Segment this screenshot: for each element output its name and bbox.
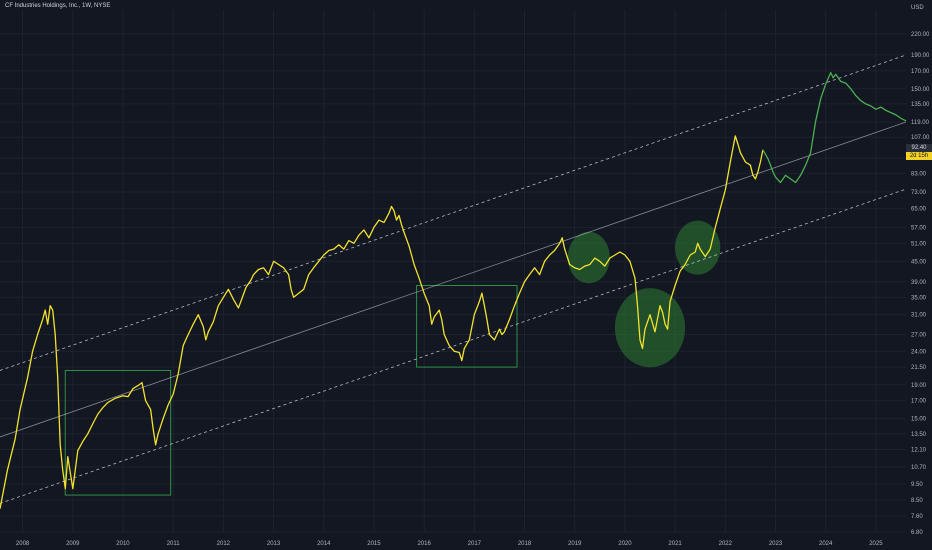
y-tick-label: 170.00 <box>911 69 930 75</box>
y-tick-label: 65.00 <box>911 207 927 213</box>
x-tick-label: 2013 <box>267 541 281 547</box>
x-tick-label: 2020 <box>618 541 632 547</box>
recent-line <box>762 71 907 184</box>
y-tick-label: 45.00 <box>911 259 927 265</box>
y-tick-label: 135.00 <box>911 102 930 108</box>
y-tick-label: 17.00 <box>911 399 927 405</box>
channel-line-middle <box>0 121 907 438</box>
x-tick-label: 2009 <box>66 541 80 547</box>
y-tick-label: 31.00 <box>911 313 927 319</box>
x-tick-label: 2016 <box>417 541 431 547</box>
y-tick-label: 27.00 <box>911 332 927 338</box>
y-tick-label: 39.00 <box>911 280 927 286</box>
y-tick-label: 10.70 <box>911 465 927 471</box>
x-tick-label: 2025 <box>869 541 883 547</box>
annotation-box <box>64 369 172 496</box>
grid <box>0 10 906 533</box>
highlight-ellipse <box>614 288 686 368</box>
currency-label: USD <box>911 5 924 11</box>
highlight-ellipse <box>567 231 610 284</box>
y-tick-label: 19.00 <box>911 383 927 389</box>
y-tick-label: 119.00 <box>911 120 930 126</box>
x-tick-label: 2010 <box>116 541 130 547</box>
x-tick-label: 2014 <box>317 541 331 547</box>
y-tick-label: 220.00 <box>911 32 930 38</box>
y-tick-label: 6.80 <box>911 530 923 536</box>
x-tick-label: 2017 <box>468 541 482 547</box>
y-tick-label: 150.00 <box>911 87 930 93</box>
y-tick-label: 83.00 <box>911 172 927 178</box>
channel-line-upper <box>0 54 907 371</box>
y-axis: 220.00 190.00 170.00 150.00 135.00 119.00 107.… <box>911 32 930 536</box>
annotation-box <box>416 285 518 368</box>
bar-countdown-label: 2d 15h <box>906 152 932 160</box>
x-tick-label: 2021 <box>668 541 682 547</box>
price-series <box>0 71 907 509</box>
y-tick-label: 8.50 <box>911 498 923 504</box>
y-tick-label: 13.50 <box>911 432 927 438</box>
price-line <box>0 135 764 509</box>
x-tick-label: 2023 <box>769 541 783 547</box>
x-tick-label: 2012 <box>217 541 231 547</box>
last-price-label: 92.40 <box>906 144 932 152</box>
y-tick-label: 9.50 <box>911 482 923 488</box>
y-tick-label: 51.00 <box>911 241 927 247</box>
x-tick-label: 2018 <box>518 541 532 547</box>
x-tick-label: 2015 <box>367 541 381 547</box>
y-tick-label: 107.00 <box>911 135 930 141</box>
y-tick-label: 35.00 <box>911 295 927 301</box>
y-tick-label: 15.00 <box>911 417 927 423</box>
x-tick-label: 2022 <box>719 541 733 547</box>
channel-line-lower <box>0 188 907 504</box>
y-tick-label: 21.50 <box>911 365 927 371</box>
y-tick-label: 190.00 <box>911 53 930 59</box>
chart-title: CF Industries Holdings, Inc., 1W, NYSE <box>5 3 111 9</box>
highlight-ellipses <box>567 220 721 368</box>
x-tick-label: 2019 <box>568 541 582 547</box>
regression-channel <box>0 54 907 504</box>
y-tick-label: 73.00 <box>911 190 927 196</box>
y-tick-label: 7.60 <box>911 514 923 520</box>
y-tick-label: 12.10 <box>911 447 927 453</box>
x-tick-label: 2024 <box>819 541 833 547</box>
x-tick-label: 2011 <box>167 541 181 547</box>
y-tick-label: 24.00 <box>911 349 927 355</box>
annotation-boxes <box>64 285 518 496</box>
x-axis: 2008 2009 2010 2011 2012 2013 2014 2015 2016 2017… <box>16 541 883 547</box>
y-tick-label: 57.00 <box>911 225 927 231</box>
x-tick-label: 2008 <box>16 541 30 547</box>
